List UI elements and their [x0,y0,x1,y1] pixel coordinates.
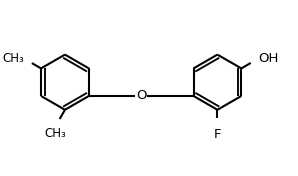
Text: F: F [214,128,221,141]
Text: O: O [136,89,146,102]
Text: OH: OH [259,52,279,65]
Text: CH₃: CH₃ [3,52,24,65]
Text: CH₃: CH₃ [44,127,66,140]
